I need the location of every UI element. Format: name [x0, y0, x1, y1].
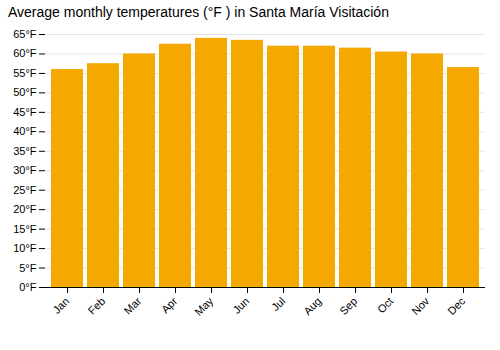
svg-text:50°F: 50°F [13, 86, 37, 98]
svg-text:May: May [192, 294, 216, 318]
svg-text:Aug: Aug [301, 295, 323, 317]
svg-text:Mar: Mar [122, 295, 144, 317]
html-text:Average monthly temperatures (: Average monthly temperatures (°F ) in Sa… [8, 4, 389, 20]
svg-text:Jan: Jan [50, 295, 71, 316]
svg-text:35°F: 35°F [13, 145, 37, 157]
svg-text:40°F: 40°F [13, 125, 37, 137]
svg-text:Jun: Jun [230, 295, 251, 316]
svg-text:Sep: Sep [337, 295, 359, 317]
svg-text:45°F: 45°F [13, 106, 37, 118]
svg-text:5°F: 5°F [19, 262, 37, 274]
svg-text:15°F: 15°F [13, 223, 37, 235]
svg-text:65°F: 65°F [13, 28, 37, 40]
svg-text:60°F: 60°F [13, 47, 37, 59]
svg-text:10°F: 10°F [13, 242, 37, 254]
svg-text:0°F: 0°F [19, 281, 37, 293]
svg-text:55°F: 55°F [13, 67, 37, 79]
svg-text:Jul: Jul [269, 295, 287, 313]
svg-text:25°F: 25°F [13, 184, 37, 196]
svg-text:Nov: Nov [409, 294, 432, 317]
svg-text:Feb: Feb [86, 295, 108, 317]
svg-text:Apr: Apr [159, 295, 180, 316]
svg-text:20°F: 20°F [13, 203, 37, 215]
svg-text:Oct: Oct [375, 295, 396, 316]
svg-text:Dec: Dec [445, 294, 468, 317]
svg-text:30°F: 30°F [13, 164, 37, 176]
